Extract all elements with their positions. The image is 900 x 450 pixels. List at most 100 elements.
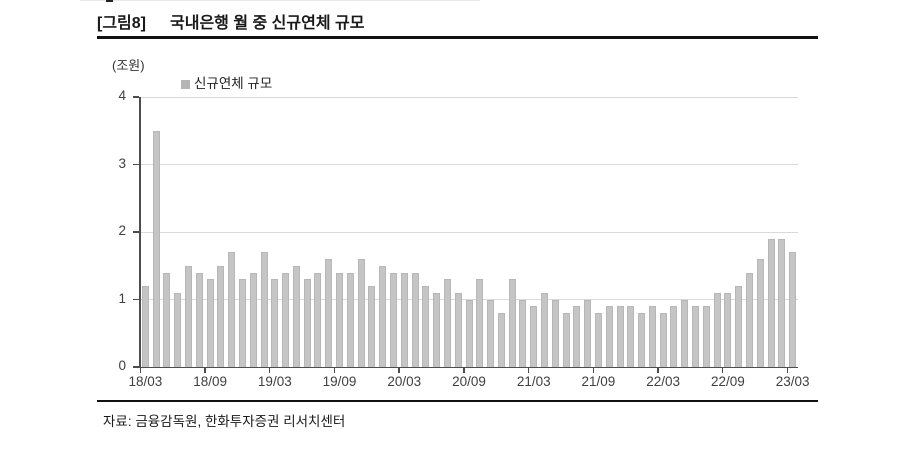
y-axis-unit-label: (조원) xyxy=(112,58,145,73)
bar-23/02 xyxy=(778,238,786,367)
bar-19/12 xyxy=(368,286,376,367)
x-tick-18/09 xyxy=(204,368,206,373)
bar-21/04 xyxy=(541,292,548,367)
bar-22/08 xyxy=(713,292,721,367)
y-tick-4 xyxy=(133,96,139,98)
top-faint-divider xyxy=(80,0,480,1)
bar-22/07 xyxy=(702,306,710,367)
x-axis-label-19/03: 19/03 xyxy=(257,374,292,389)
bar-19/09 xyxy=(336,272,344,367)
bar-18/12 xyxy=(238,279,246,367)
bar-22/12 xyxy=(756,259,764,367)
footer-divider-line xyxy=(97,400,818,402)
bar-21/10 xyxy=(605,306,613,367)
title-divider-line xyxy=(97,36,818,39)
bar-21/08 xyxy=(584,299,592,367)
bar-20/05 xyxy=(422,286,430,367)
bar-20/08 xyxy=(454,292,462,367)
bar-22/02 xyxy=(648,306,656,367)
bar-19/07 xyxy=(314,272,322,367)
x-axis-line xyxy=(135,366,798,368)
x-axis-label-18/03: 18/03 xyxy=(128,374,163,389)
bar-20/07 xyxy=(443,279,451,367)
bar-22/06 xyxy=(692,306,700,367)
bar-22/09 xyxy=(724,292,732,367)
source-note: 자료: 금융감독원, 한화투자증권 리서치센터 xyxy=(103,414,346,429)
x-tick-21/09 xyxy=(592,368,595,373)
bar-19/04 xyxy=(282,272,290,367)
bar-20/10 xyxy=(476,279,484,367)
x-axis-label-21/03: 21/03 xyxy=(516,374,551,389)
y-tick-2 xyxy=(133,231,139,233)
bar-20/11 xyxy=(487,299,495,367)
chart-legend: 신규연체 규모 xyxy=(181,72,272,92)
bar-18/07 xyxy=(185,265,193,367)
bar-18/11 xyxy=(228,252,236,367)
y-axis-label-1: 1 xyxy=(118,290,126,306)
y-axis-label-0: 0 xyxy=(118,358,126,373)
bar-22/01 xyxy=(638,313,646,367)
figure-title-row: [그림8] 국내은행 월 중 신규연체 규모 xyxy=(97,9,364,33)
bar-18/04 xyxy=(152,130,160,367)
figure-title: 국내은행 월 중 신규연체 규모 xyxy=(170,15,365,32)
bar-18/09 xyxy=(206,279,214,367)
bar-22/10 xyxy=(735,286,743,367)
y-axis-label-4: 4 xyxy=(118,88,126,103)
gridline-y3 xyxy=(140,164,798,165)
x-axis-label-22/03: 22/03 xyxy=(646,374,681,389)
x-tick-20/03 xyxy=(398,368,400,373)
x-tick-18/03 xyxy=(139,368,141,373)
bar-21/03 xyxy=(530,306,538,367)
bar-22/05 xyxy=(681,299,689,367)
bar-21/01 xyxy=(508,279,516,367)
bar-18/05 xyxy=(163,272,171,367)
bar-20/06 xyxy=(433,292,441,367)
y-axis-label-2: 2 xyxy=(118,223,126,238)
bar-19/05 xyxy=(292,265,300,367)
bar-18/06 xyxy=(174,292,182,367)
x-axis-label-23/03: 23/03 xyxy=(775,374,810,389)
x-axis-label-22/09: 22/09 xyxy=(710,374,745,389)
bar-20/02 xyxy=(389,272,397,367)
x-tick-22/09 xyxy=(721,368,724,373)
bar-19/06 xyxy=(303,279,311,367)
bar-21/09 xyxy=(594,313,602,367)
bar-18/10 xyxy=(217,265,225,367)
bar-23/03 xyxy=(789,252,797,367)
x-tick-19/09 xyxy=(333,368,336,373)
y-tick-0 xyxy=(133,366,139,368)
bar-21/05 xyxy=(551,299,559,367)
x-axis-label-20/09: 20/09 xyxy=(452,374,486,389)
x-tick-21/03 xyxy=(527,368,530,373)
gridline-y2 xyxy=(140,231,798,233)
x-tick-23/03 xyxy=(786,368,789,373)
bar-19/02 xyxy=(260,252,268,367)
x-axis-label-21/09: 21/09 xyxy=(581,374,616,389)
bar-20/03 xyxy=(400,272,408,367)
bar-20/09 xyxy=(465,299,473,367)
y-tick-3 xyxy=(133,163,139,166)
bar-21/02 xyxy=(519,299,527,367)
bar-20/12 xyxy=(497,313,505,367)
legend-square-icon xyxy=(181,80,190,89)
y-axis-line xyxy=(139,97,141,367)
bar-21/07 xyxy=(573,306,581,367)
bar-18/08 xyxy=(195,272,203,367)
bar-19/11 xyxy=(357,259,365,367)
y-tick-1 xyxy=(133,298,139,301)
x-axis-label-19/09: 19/09 xyxy=(322,374,357,389)
bar-19/01 xyxy=(249,272,257,367)
bar-23/01 xyxy=(767,238,775,367)
bar-21/11 xyxy=(616,306,624,367)
gridline-y4 xyxy=(140,96,798,98)
bar-22/04 xyxy=(670,306,678,367)
bar-20/04 xyxy=(411,272,419,367)
figure-tag: [그림8] xyxy=(97,15,146,32)
x-axis-label-20/03: 20/03 xyxy=(387,374,422,389)
y-axis-label-3: 3 xyxy=(118,155,126,171)
legend-label: 신규연체 규모 xyxy=(194,76,273,91)
bar-19/10 xyxy=(346,272,354,367)
x-axis-label-18/09: 18/09 xyxy=(193,374,227,389)
bar-21/12 xyxy=(627,306,635,367)
